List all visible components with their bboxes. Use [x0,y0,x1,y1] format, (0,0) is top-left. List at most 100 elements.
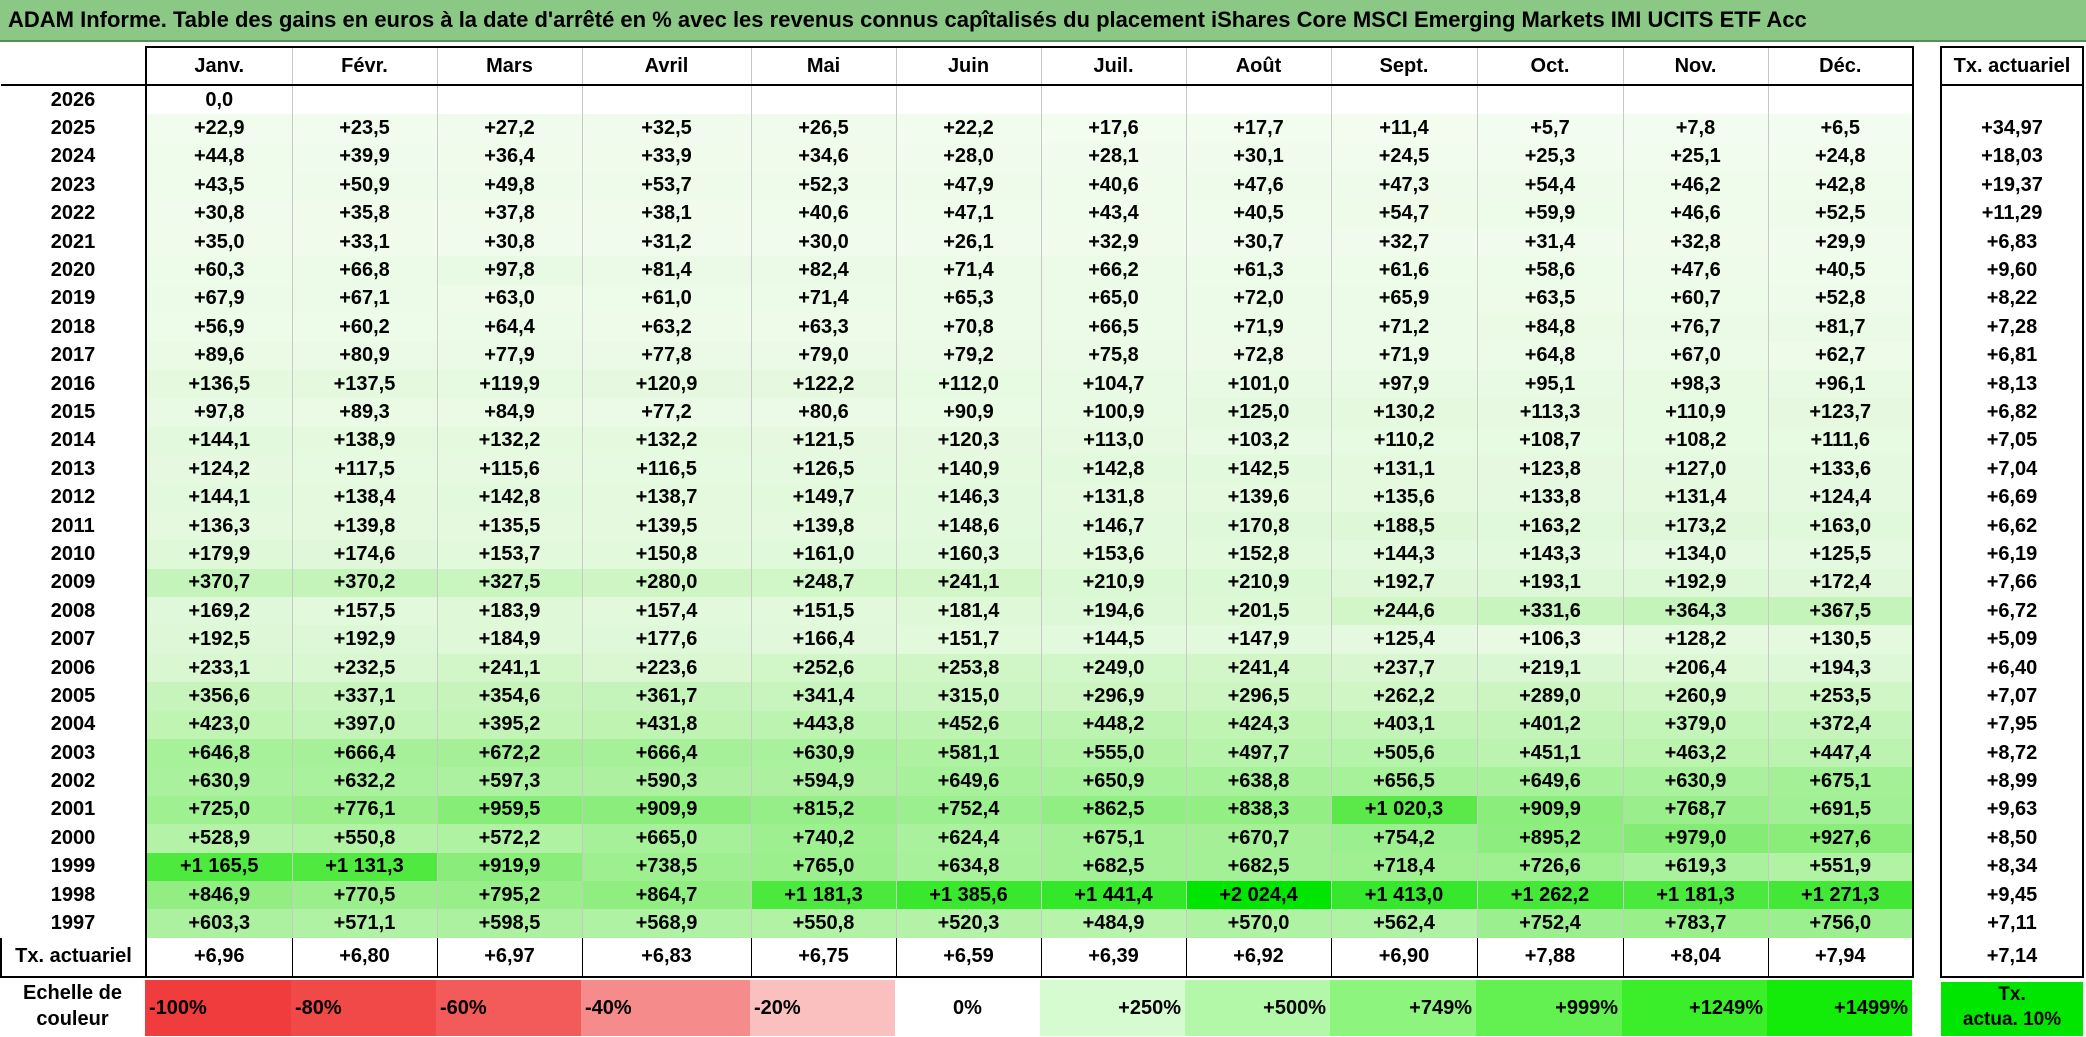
gain-cell: +223,6 [581,653,751,683]
gain-cell: +97,8 [436,256,582,285]
gain-cell: +463,2 [1622,738,1768,768]
tx-row: +11,29 [1940,199,2084,228]
tx-cell: +7,28 [1940,313,2084,342]
gain-cell: +40,5 [1767,256,1914,285]
gain-cell: +166,4 [750,625,896,654]
gain-cell: +726,6 [1476,852,1623,881]
gain-cell: +395,2 [436,710,582,739]
gain-cell: +34,6 [750,142,896,172]
gain-cell: +132,2 [436,426,582,456]
tx-cell: +7,04 [1940,455,2084,484]
gain-cell: +752,4 [1476,909,1623,938]
month-header: Août [1185,46,1331,86]
table-row: 2025 +22,9 +23,5 +27,2 +32,5 +26,5 +22,2 +17,6 +… [1,114,1914,143]
year-cell: 2012 [1,483,147,512]
tx-row: +6,81 [1940,341,2084,370]
gain-cell: +36,4 [436,142,582,172]
legend-swatch: +250% [1040,980,1185,1036]
gain-cell: +66,5 [1040,313,1186,342]
gain-cell: +32,8 [1622,227,1768,257]
table-row: 2008 +169,2 +157,5 +183,9 +157,4 +151,5 +181,4… [1,597,1914,626]
gain-cell: +65,3 [895,284,1041,314]
gain-cell: +95,1 [1476,369,1623,399]
gain-cell: +367,5 [1767,597,1914,626]
tx-row: +9,60 [1940,256,2084,285]
table-row: 2006 +233,1 +232,5 +241,1 +223,6 +252,6 +253,8… [1,653,1914,683]
gain-cell: +76,7 [1622,313,1768,342]
year-cell: 2021 [1,227,147,257]
gain-cell [581,85,751,115]
gain-cell: +550,8 [291,824,437,853]
gain-cell: +370,2 [291,568,437,598]
gain-cell: +124,4 [1767,483,1914,512]
tx-box-line2: actua. 10% [1962,1009,2062,1030]
gain-cell: +672,2 [436,738,582,768]
gain-cell: +60,7 [1622,284,1768,314]
gain-cell: +71,2 [1330,313,1477,342]
gain-cell: +89,3 [291,398,437,427]
gain-cell: +528,9 [145,824,292,853]
gain-cell: +47,1 [895,199,1041,228]
gain-cell: +570,0 [1185,909,1331,938]
gain-cell: +110,9 [1622,398,1768,427]
legend-label: Echelle de couleur [0,980,145,1036]
gain-cell: +815,2 [750,795,896,825]
gain-cell: +160,3 [895,540,1041,569]
gain-cell: +783,7 [1622,909,1768,938]
gain-cell: +666,4 [291,738,437,768]
gain-cell: +84,9 [436,398,582,427]
gain-cell: +63,5 [1476,284,1623,314]
gain-cell [1330,85,1477,115]
gain-cell: +725,0 [145,795,292,825]
gain-cell: +248,7 [750,568,896,598]
color-scale-legend: Echelle de couleur -100% -80% -60% -40% -20%… [0,980,1912,1036]
gain-cell: +127,0 [1622,455,1768,484]
table-row: 1998 +846,9 +770,5 +795,2 +864,7 +1 181,3 +1 3… [1,880,1914,910]
gain-cell: +54,7 [1330,199,1477,228]
gain-cell: +97,8 [145,398,292,427]
gain-cell: +135,5 [436,511,582,541]
footer-tx-cell: +6,80 [291,937,437,978]
gain-cell: +919,9 [436,852,582,881]
gains-table: Janv. Févr. Mars Avril Mai Juin Juil. Août Sept.… [0,46,1914,978]
table-row: 2002 +630,9 +632,2 +597,3 +590,3 +594,9 +649,6… [1,767,1914,796]
gain-cell: +370,7 [145,568,292,598]
tx-actuariel-table: Tx. actuariel +34,97 +18,03 +19,37 +11,29 +6,… [1940,46,2084,978]
gain-cell: +157,4 [581,597,751,626]
year-cell: 1997 [1,909,147,938]
gain-cell: +1 385,6 [895,880,1041,910]
gain-cell: +117,5 [291,455,437,484]
gain-cell: +846,9 [145,880,292,910]
year-cell: 2004 [1,710,147,739]
gain-cell: +67,0 [1622,341,1768,370]
gain-cell: +555,0 [1040,738,1186,768]
gain-cell: +151,5 [750,597,896,626]
gain-cell: +130,2 [1330,398,1477,427]
gain-cell: +959,5 [436,795,582,825]
gain-cell: +597,3 [436,767,582,796]
gain-cell: +864,7 [581,880,751,910]
gain-cell: +77,2 [581,398,751,427]
tx-header: Tx. actuariel [1940,46,2084,86]
gain-cell [1040,85,1186,115]
gain-cell: +768,7 [1622,795,1768,825]
legend-swatch: -100% [145,980,291,1036]
year-cell: 2008 [1,597,147,626]
gain-cell: +103,2 [1185,426,1331,456]
gain-cell: +838,3 [1185,795,1331,825]
gain-cell: +233,1 [145,653,292,683]
gain-cell: +37,8 [436,199,582,228]
gain-cell: +125,4 [1330,625,1477,654]
gain-cell: +17,6 [1040,114,1186,143]
gain-cell: +423,0 [145,710,292,739]
year-cell: 2003 [1,738,147,768]
gain-cell: +31,4 [1476,227,1623,257]
gain-cell: +46,2 [1622,171,1768,200]
table-row: 1997 +603,3 +571,1 +598,5 +568,9 +550,8 +520,3… [1,909,1914,938]
gain-cell: +1 165,5 [145,852,292,881]
gain-cell: +146,7 [1040,511,1186,541]
gain-cell: +24,5 [1330,142,1477,172]
gain-cell: +581,1 [895,738,1041,768]
tx-row: +6,19 [1940,540,2084,569]
gain-cell: +252,6 [750,653,896,683]
